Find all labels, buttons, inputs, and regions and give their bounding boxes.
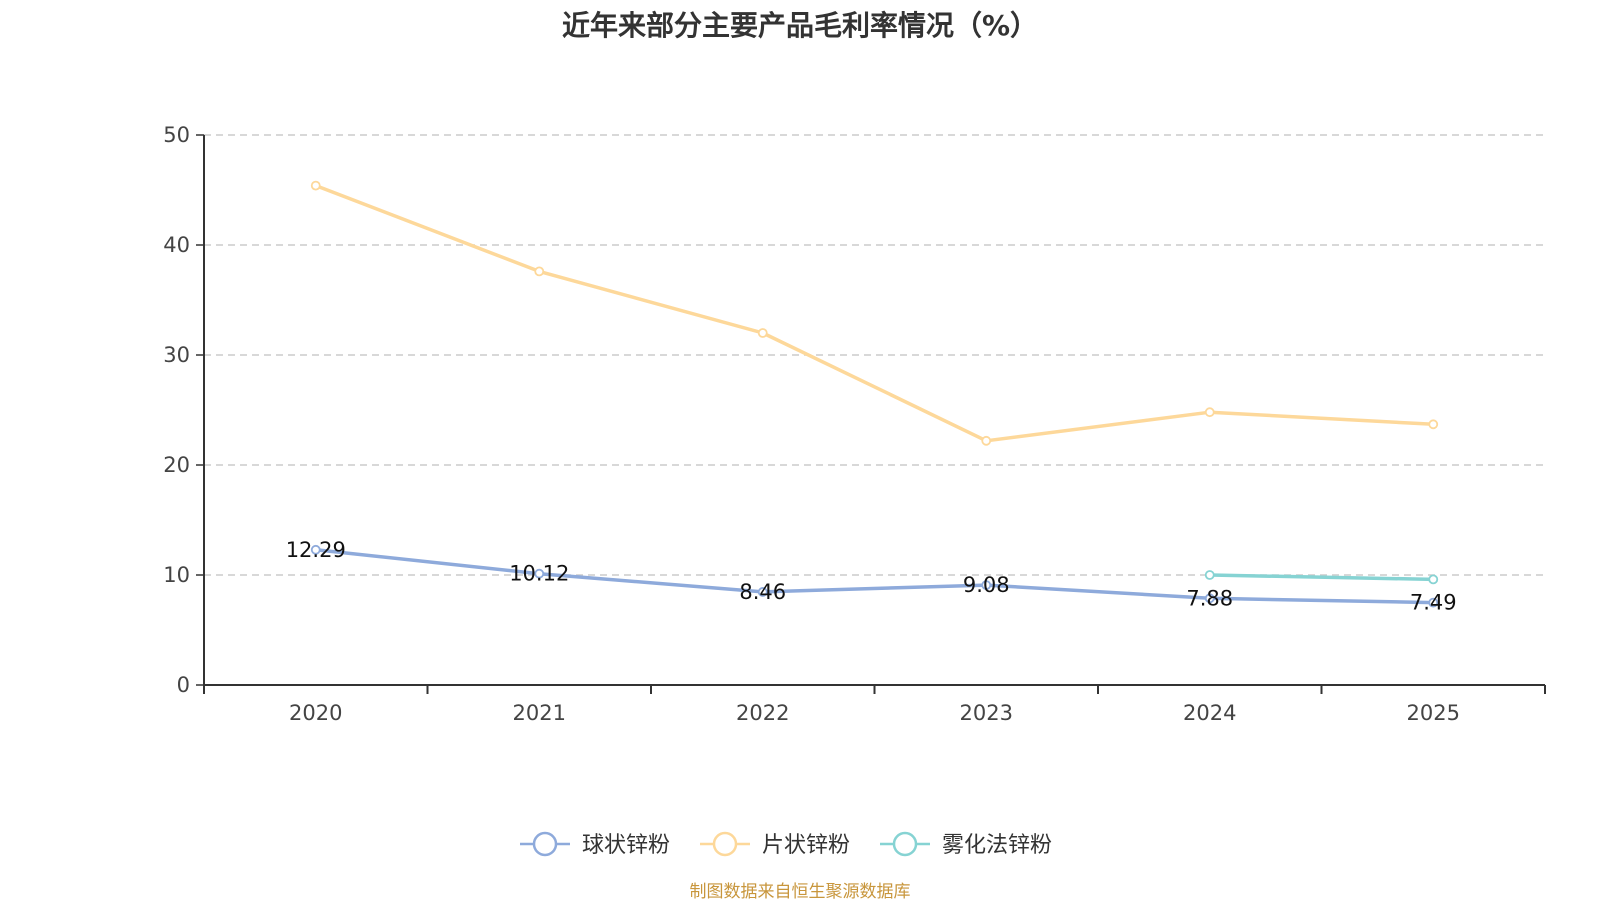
legend-label-2: 雾化法锌粉: [942, 833, 1052, 858]
series-1-point-2023: [981, 435, 992, 446]
legend-marker-2: [892, 831, 918, 857]
series-1-point-2020: [310, 180, 321, 191]
data-label-0-2024: 7.88: [1186, 586, 1233, 610]
x-tick-label-2024: 2024: [1183, 701, 1236, 725]
data-label-0-2023: 9.08: [963, 573, 1010, 597]
series-2-point-2025: [1428, 574, 1439, 585]
legend-marker-0: [532, 831, 558, 857]
series-1-point-2024: [1204, 407, 1215, 418]
y-tick-label-10: 10: [163, 563, 190, 587]
y-tick-label-20: 20: [163, 453, 190, 477]
x-tick-label-2020: 2020: [289, 701, 342, 725]
series-line-1: [315, 183, 1434, 443]
data-labels: 12.29 10.12 8.46 9.08 7.88 7.49: [286, 538, 1457, 615]
legend-label-0: 球状锌粉: [582, 833, 670, 858]
legend-marker-1: [712, 831, 738, 857]
y-tick-label-50: 50: [163, 123, 190, 147]
data-label-0-2022: 8.46: [739, 580, 786, 604]
series-0-point-2020: [310, 544, 321, 555]
series-1-point-2022: [757, 328, 768, 338]
series-line-0: [315, 548, 1434, 605]
y-tick-label-40: 40: [163, 233, 190, 257]
gridlines: [204, 134, 1545, 576]
x-tick-label-2022: 2022: [736, 701, 789, 725]
series-2-point-2024: [1204, 570, 1215, 580]
x-tick-label-2021: 2021: [513, 701, 566, 725]
series-0-point-2023: [981, 580, 992, 591]
series-line-2: [1209, 573, 1434, 582]
series-0-point-2025: [1428, 597, 1439, 608]
series-0-point-2024: [1204, 593, 1215, 604]
source-note: 制图数据来自恒生聚源数据库: [689, 882, 911, 902]
chart-title: 近年来部分主要产品毛利率情况（%）: [561, 9, 1039, 42]
series-1-point-2025: [1428, 419, 1439, 430]
axes: 0 10 20 30 40 50 2020 2021 2022 2023 2024 2025: [163, 123, 1546, 725]
y-tick-label-0: 0: [177, 673, 190, 697]
y-tick-label-30: 30: [163, 343, 190, 367]
legend: 球状锌粉 片状锌粉 雾化法锌粉: [520, 831, 1052, 858]
legend-label-1: 片状锌粉: [762, 833, 850, 858]
x-tick-label-2023: 2023: [960, 701, 1013, 725]
data-label-0-2020: 12.29: [286, 538, 346, 562]
series: [310, 180, 1439, 608]
x-tick-label-2025: 2025: [1407, 701, 1460, 725]
series-1-point-2021: [534, 266, 545, 277]
data-label-0-2025: 7.49: [1410, 591, 1457, 615]
series-0-point-2022: [757, 587, 768, 597]
data-label-0-2021: 10.12: [509, 562, 569, 586]
series-0-point-2021: [534, 568, 545, 579]
